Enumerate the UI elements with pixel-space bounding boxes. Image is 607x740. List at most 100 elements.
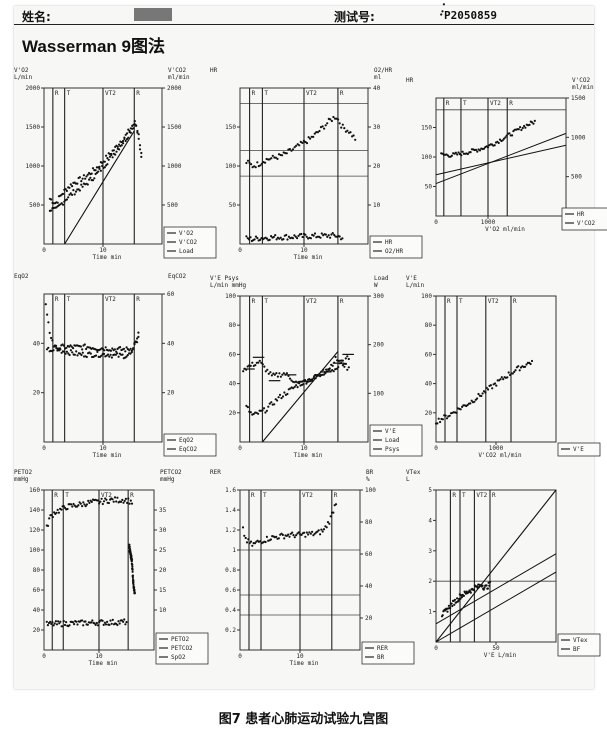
data-point: [508, 132, 511, 135]
data-point: [331, 232, 334, 235]
data-point: [313, 132, 316, 135]
data-point: [136, 129, 139, 133]
legend-entry: Load: [385, 437, 400, 444]
data-point: [127, 128, 130, 131]
data-point: [79, 502, 82, 505]
data-point: [293, 536, 296, 539]
data-point: [269, 371, 272, 374]
data-point: [114, 353, 117, 356]
data-point: [244, 536, 247, 540]
data-point: [65, 621, 68, 624]
data-point: [71, 185, 74, 188]
data-point: [102, 352, 106, 355]
data-point: [138, 148, 142, 151]
data-point: [275, 535, 278, 539]
data-point: [307, 136, 310, 139]
data-point: [86, 623, 89, 626]
data-point: [111, 156, 114, 159]
data-point: [121, 498, 124, 501]
right-axis-label: V'CO2: [572, 77, 590, 84]
data-point: [346, 368, 349, 371]
data-point: [485, 584, 488, 587]
data-point: [259, 238, 262, 241]
data-point: [297, 234, 300, 237]
data-point: [341, 364, 344, 367]
data-point: [344, 357, 347, 360]
data-point: [136, 131, 139, 134]
data-point: [84, 177, 87, 180]
data-point: [478, 149, 482, 152]
data-point: [312, 234, 315, 237]
data-point: [279, 375, 282, 378]
data-point: [85, 347, 88, 351]
data-point: [133, 586, 136, 589]
data-point: [246, 159, 250, 162]
data-point: [108, 155, 112, 158]
right-axis-unit: mmHg: [160, 476, 175, 483]
data-point: [260, 162, 263, 165]
data-point: [337, 366, 340, 369]
data-point: [270, 235, 273, 238]
data-point: [287, 235, 290, 238]
legend-entry: EqCO2: [179, 446, 197, 453]
data-point: [245, 161, 248, 165]
marker-label: VT2: [476, 492, 487, 499]
legend: VTex BF: [557, 633, 601, 657]
data-point: [287, 533, 290, 536]
data-point: [71, 351, 74, 354]
right-tick-label: 20: [167, 390, 175, 397]
data-point: [131, 574, 134, 577]
header-divider: [14, 24, 594, 25]
data-point: [125, 346, 128, 349]
legend: V'O2 V'CO2 Load: [163, 226, 217, 259]
data-point: [275, 238, 278, 241]
data-point: [108, 355, 111, 358]
data-point: [444, 609, 447, 612]
data-point: [49, 620, 52, 624]
marker-label: T: [459, 298, 463, 305]
data-point: [68, 624, 71, 627]
data-point: [84, 620, 87, 623]
data-point: [302, 139, 305, 142]
data-point: [85, 355, 88, 359]
data-point: [69, 183, 72, 186]
left-tick-label: 50: [425, 184, 433, 191]
data-point: [466, 404, 469, 407]
data-point: [282, 372, 285, 375]
data-point: [130, 558, 134, 561]
data-point: [87, 499, 90, 502]
data-point: [330, 119, 333, 123]
x-axis-label: Time min: [294, 254, 323, 261]
data-point: [63, 200, 66, 203]
data-point: [108, 623, 111, 627]
data-point: [495, 384, 498, 387]
marker-label: R: [340, 298, 344, 305]
name-label: 姓名:: [22, 10, 51, 24]
data-point: [444, 414, 447, 417]
left-tick-label: 80: [33, 567, 41, 574]
data-point: [50, 514, 53, 517]
left-tick-label: 150: [421, 125, 432, 132]
marker-label: R: [54, 492, 58, 499]
data-point: [288, 377, 292, 380]
data-point: [321, 125, 324, 128]
data-point: [44, 303, 47, 306]
data-point: [264, 161, 267, 164]
data-point: [118, 148, 121, 151]
data-point: [51, 621, 54, 624]
data-point: [246, 406, 249, 409]
data-point: [304, 233, 307, 236]
data-point: [270, 401, 273, 404]
data-point: [73, 193, 76, 196]
marker-label: T: [67, 296, 71, 303]
data-point: [65, 346, 68, 349]
x-tick-label: 0: [434, 219, 438, 226]
data-point: [132, 348, 135, 351]
data-point: [329, 515, 332, 518]
data-point: [104, 346, 107, 349]
left-tick-label: 1000: [26, 163, 41, 170]
right-tick-label: 35: [159, 507, 167, 514]
marker-label: T: [65, 492, 69, 499]
x-axis-label: V'CO2 ml/min: [478, 452, 522, 459]
data-point: [106, 163, 109, 166]
